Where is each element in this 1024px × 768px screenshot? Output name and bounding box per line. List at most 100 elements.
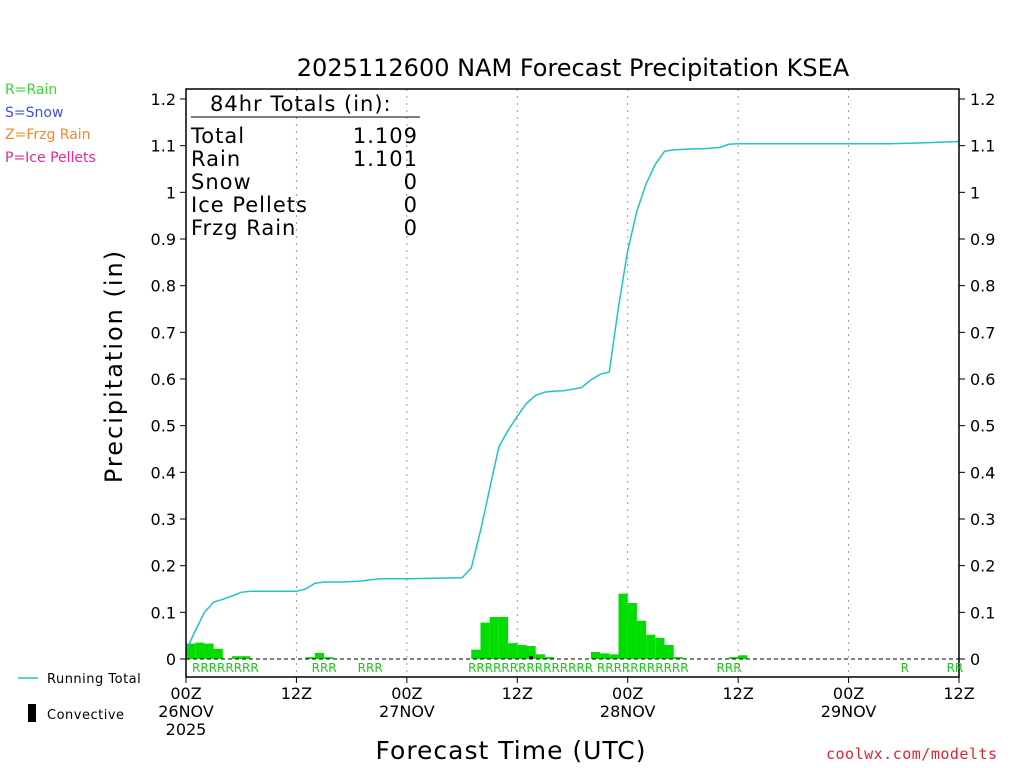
ptype-run-4: RRRRRRRRRRR <box>597 661 689 675</box>
precip-bar-3 <box>213 648 223 659</box>
totals-value-0: 1.109 <box>353 124 418 148</box>
y-tick-label-left-3: 0.3 <box>151 510 176 529</box>
precip-bar-5 <box>241 656 251 659</box>
ptype-run-6: R <box>901 661 909 675</box>
precip-bar-11 <box>489 617 499 659</box>
y-tick-label-left-6: 0.6 <box>151 370 176 389</box>
convective-legend-label: Convective <box>47 708 125 723</box>
y-tick-label-right-1: 0.1 <box>970 603 995 622</box>
convective-bar-0 <box>529 656 533 659</box>
precip-bar-28 <box>728 657 739 659</box>
precip-bar-20 <box>609 654 619 659</box>
precip-bar-6 <box>305 657 315 659</box>
y-tick-label-right-11: 1.1 <box>970 137 995 156</box>
convective-legend-swatch <box>28 704 36 722</box>
totals-box: 84hr Totals (in): Total 1.109 Rain 1.101 Sno… <box>190 92 420 240</box>
y-tick-label-right-10: 1 <box>970 183 980 202</box>
precip-bar-4 <box>232 656 242 659</box>
precip-bar-18 <box>590 652 601 659</box>
x-tick-label-0-0: 00Z <box>170 684 201 703</box>
y-tick-label-right-12: 1.2 <box>970 90 995 109</box>
precip-bar-10 <box>480 622 490 659</box>
y-tick-label-left-1: 0.1 <box>151 603 176 622</box>
precip-bar-0 <box>186 643 196 659</box>
ptype-run-7: RR <box>947 661 964 675</box>
x-tick-label-6-1: 29NOV <box>821 702 877 721</box>
legend-snow: S=Snow <box>5 105 64 121</box>
precip-bar-15 <box>526 645 536 659</box>
x-tick-label-5-0: 12Z <box>722 684 753 703</box>
running-total-line <box>185 140 960 651</box>
totals-value-1: 1.101 <box>353 147 418 171</box>
y-tick-label-right-0: 0 <box>970 650 980 669</box>
y-axis-label: Precipitation (in) <box>100 249 128 483</box>
precip-bar-2 <box>204 643 214 659</box>
plot-frame <box>185 88 960 678</box>
running-total-legend-label: Running Total <box>47 672 141 687</box>
y-tick-label-right-7: 0.7 <box>970 323 995 342</box>
ptype-run-2: RRR <box>358 661 383 675</box>
totals-label-3: Ice Pellets <box>191 193 308 217</box>
totals-value-4: 0 <box>404 216 418 240</box>
x-tick-label-0-1: 26NOV <box>158 702 214 721</box>
y-tick-label-right-2: 0.2 <box>970 557 995 576</box>
y-tick-label-right-4: 0.4 <box>970 463 995 482</box>
x-tick-label-4-1: 28NOV <box>600 702 656 721</box>
y-tick-label-left-0: 0 <box>166 650 176 669</box>
x-tick-label-0-2: 2025 <box>166 720 207 739</box>
legend-rain: R=Rain <box>5 82 58 98</box>
x-axis-label: Forecast Time (UTC) <box>376 736 647 765</box>
y-tick-label-left-8: 0.8 <box>151 277 176 296</box>
y-tick-label-left-5: 0.5 <box>151 417 176 436</box>
precip-bar-29 <box>738 655 748 659</box>
ptype-run-3: RRRRRRRRRRRRRRR <box>468 661 593 675</box>
precip-bar-13 <box>508 643 518 659</box>
totals-value-3: 0 <box>404 193 418 217</box>
precip-bar-14 <box>517 645 527 659</box>
precip-bar-7 <box>314 652 325 659</box>
y-axis-ticks: 0 00.1 0.10.2 0.20.3 0.30.4 0.40.5 0.50.6 0.60.… <box>151 90 996 669</box>
y-tick-label-right-3: 0.3 <box>970 510 995 529</box>
totals-label-2: Snow <box>191 170 252 194</box>
totals-rows: Total 1.109 Rain 1.101 Snow 0 Ice Pellets 0 Frzg… <box>190 124 418 240</box>
legend-freezing-rain: Z=Frzg Rain <box>5 127 91 143</box>
hourly-precip-bars <box>186 593 748 659</box>
grid-lines <box>295 89 850 677</box>
convective-bars <box>529 656 533 659</box>
precip-bar-8 <box>324 657 334 659</box>
precip-bar-27 <box>673 657 683 659</box>
x-tick-label-7-0: 12Z <box>943 684 974 703</box>
y-tick-label-left-2: 0.2 <box>151 557 176 576</box>
x-tick-label-4-0: 00Z <box>612 684 643 703</box>
chart-title: 2025112600 NAM Forecast Precipitation KS… <box>297 54 850 82</box>
series-legend: Running Total Convective <box>18 672 141 723</box>
ptype-run-1: RRR <box>312 661 337 675</box>
totals-value-2: 0 <box>404 170 418 194</box>
y-tick-label-right-5: 0.5 <box>970 417 995 436</box>
totals-label-1: Rain <box>191 147 241 171</box>
x-tick-label-1-0: 12Z <box>281 684 312 703</box>
y-tick-label-left-11: 1.1 <box>151 137 176 156</box>
precip-bar-1 <box>195 642 205 659</box>
precip-bar-17 <box>544 657 555 659</box>
precip-bar-23 <box>636 620 647 659</box>
credit-link[interactable]: coolwx.com/modelts <box>826 745 998 763</box>
y-tick-label-right-8: 0.8 <box>970 277 995 296</box>
precip-bar-22 <box>627 603 637 659</box>
y-tick-label-left-4: 0.4 <box>151 463 176 482</box>
ptype-row: RRRRRRRR RRR RRR RRRRRRRRRRRRRRR RRRRRRRRRRR… <box>192 661 963 675</box>
ptype-run-0: RRRRRRRR <box>192 661 259 675</box>
x-tick-label-2-1: 27NOV <box>379 702 435 721</box>
precip-bar-24 <box>646 634 656 659</box>
x-tick-label-6-0: 00Z <box>833 684 864 703</box>
precip-bar-16 <box>535 654 545 659</box>
y-tick-label-left-10: 1 <box>166 183 176 202</box>
precip-bar-9 <box>471 649 481 659</box>
y-tick-label-left-12: 1.2 <box>151 90 176 109</box>
legend-ice-pellets: P=Ice Pellets <box>5 150 96 166</box>
y-tick-label-right-6: 0.6 <box>970 370 995 389</box>
y-tick-label-right-9: 0.9 <box>970 230 995 249</box>
precip-bar-26 <box>664 645 674 659</box>
precip-bar-19 <box>600 653 610 659</box>
